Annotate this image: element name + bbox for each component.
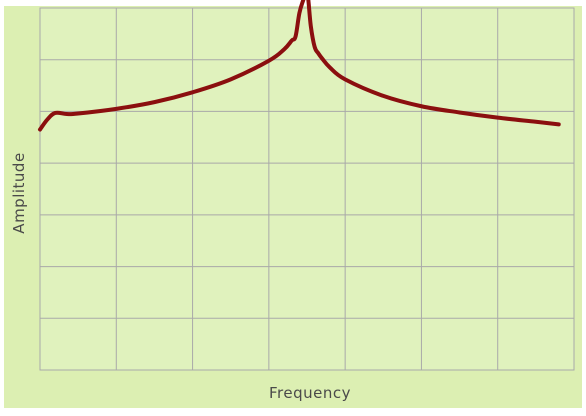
plot-area: [39, 7, 575, 371]
x-axis-label: Frequency: [269, 384, 351, 402]
grid: [40, 8, 574, 370]
series-line: [38, 0, 561, 132]
y-axis-label: Amplitude: [10, 152, 28, 233]
